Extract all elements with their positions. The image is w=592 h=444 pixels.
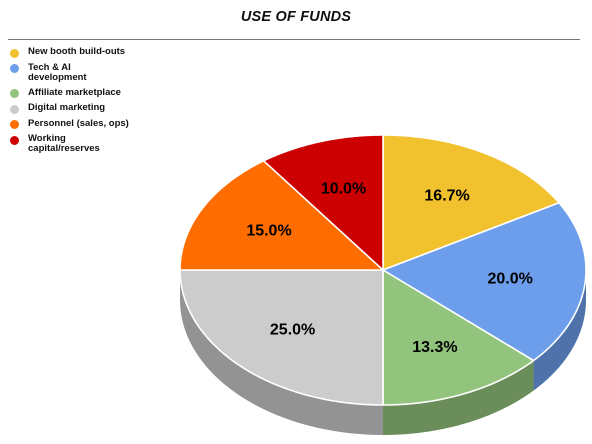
pie-slice bbox=[179, 269, 384, 406]
chart-title: USE OF FUNDS bbox=[240, 9, 352, 25]
pie-slice bbox=[382, 134, 560, 271]
pie-data-label: 15.0% bbox=[246, 223, 291, 240]
pie-top bbox=[179, 134, 587, 406]
pie-slice-side-2 bbox=[383, 360, 534, 435]
legend-swatch bbox=[10, 135, 19, 145]
pie-data-label: 25.0% bbox=[270, 321, 315, 338]
pie-slice-side-1 bbox=[533, 270, 586, 391]
legend-swatch bbox=[10, 120, 19, 129]
legend: New booth build-outs Tech & AI development… bbox=[10, 47, 180, 159]
pie-data-label: 13.3% bbox=[412, 339, 457, 356]
legend-swatch bbox=[10, 48, 19, 58]
legend-swatch bbox=[10, 89, 19, 98]
pie-side-walls bbox=[180, 270, 586, 435]
legend-label: Tech & AI development bbox=[28, 61, 87, 83]
legend-swatch bbox=[10, 64, 19, 73]
pie-slice-side-3 bbox=[180, 270, 383, 435]
legend-label: Personnel (sales, ops) bbox=[28, 117, 129, 129]
legend-label: Affiliate marketplace bbox=[28, 86, 121, 98]
pie-data-label: 10.0% bbox=[321, 180, 366, 197]
pie-data-labels: 16.7% 20.0% 13.3% 25.0% 15.0% 10.0% bbox=[246, 180, 533, 356]
title-divider bbox=[8, 39, 580, 40]
legend-label: Digital marketing bbox=[28, 102, 106, 113]
pie-slice bbox=[262, 134, 384, 271]
pie-data-label: 16.7% bbox=[424, 188, 469, 205]
legend-label: Working capital/reserves bbox=[28, 133, 100, 154]
legend-label: New booth build-outs bbox=[28, 46, 126, 57]
pie-data-label: 20.0% bbox=[488, 270, 533, 287]
legend-item: New booth build-outs bbox=[10, 47, 180, 58]
pie-slice bbox=[382, 269, 535, 406]
legend-item: Affiliate marketplace bbox=[10, 86, 180, 98]
pie-slice bbox=[382, 201, 587, 362]
legend-item: Tech & AI development bbox=[10, 61, 180, 83]
pie-slice bbox=[179, 159, 384, 271]
legend-item: Digital marketing bbox=[10, 103, 180, 114]
legend-swatch bbox=[10, 104, 19, 114]
legend-item: Working capital/reserves bbox=[10, 134, 180, 154]
legend-item: Personnel (sales, ops) bbox=[10, 117, 180, 129]
